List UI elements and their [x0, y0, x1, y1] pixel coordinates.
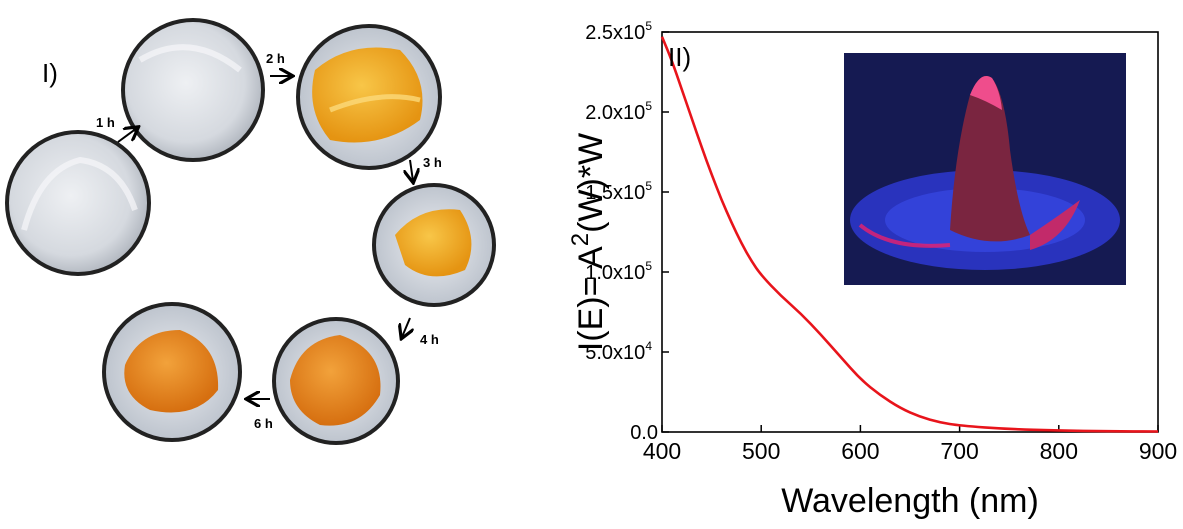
inset-photo	[844, 53, 1126, 285]
dish-1h	[121, 18, 265, 162]
y-axis-title-sup: 2	[567, 233, 594, 246]
dish-3h	[372, 183, 496, 307]
x-tick-label: 800	[1040, 438, 1078, 464]
y-tick-label: 2.0x105	[585, 99, 652, 124]
arrow-3h	[410, 159, 413, 181]
step-label-2h: 2 h	[266, 51, 285, 66]
plot-frame	[661, 31, 1159, 433]
y-tick-label: 1.0x105	[585, 259, 652, 284]
y-tick-label: 1.5x105	[585, 179, 652, 204]
step-label-6h: 6 h	[254, 416, 273, 431]
dish-4h	[272, 317, 400, 445]
arrow-1h	[117, 128, 137, 143]
x-tick-label: 900	[1139, 438, 1177, 464]
dish-2h	[296, 24, 442, 170]
step-label-1h: 1 h	[96, 115, 115, 130]
x-tick-label: 400	[643, 438, 681, 464]
x-axis-title: Wavelength (nm)	[781, 482, 1039, 520]
x-tick-label: 700	[940, 438, 978, 464]
dish-6h	[102, 302, 242, 442]
y-axis-title-base: I(E)= A	[572, 246, 610, 351]
y-tick-group: 0.0 5.0x104 1.0x105 1.5x105 2.0x105 2.5x105	[585, 19, 669, 444]
x-tick-label: 500	[742, 438, 780, 464]
y-axis-title-rest: (W)*W	[572, 133, 610, 233]
dish-initial	[5, 130, 151, 276]
series-line	[660, 36, 1159, 433]
step-label-3h: 3 h	[423, 155, 442, 170]
panel-label-right: II)	[668, 42, 691, 72]
arrow-4h	[402, 317, 410, 337]
step-label-4h: 4 h	[420, 332, 439, 347]
y-axis-title: I(E)= A2(W)*W	[567, 133, 610, 351]
y-tick-label: 0.0	[630, 422, 658, 444]
dish-sequence: 1 h 2 h 3 h 4 h 6 h	[5, 18, 496, 445]
y-tick-label: 2.5x105	[585, 19, 652, 44]
chart: 0.0 5.0x104 1.0x105 1.5x105 2.0x105 2.5x105 4…	[567, 19, 1177, 520]
y-tick-label: 5.0x104	[585, 339, 652, 364]
panel-label-left: I)	[42, 58, 58, 88]
x-tick-label: 600	[841, 438, 879, 464]
chart-axes	[661, 31, 1159, 433]
x-tick-group: 400 500 600 700 800 900	[643, 425, 1177, 464]
